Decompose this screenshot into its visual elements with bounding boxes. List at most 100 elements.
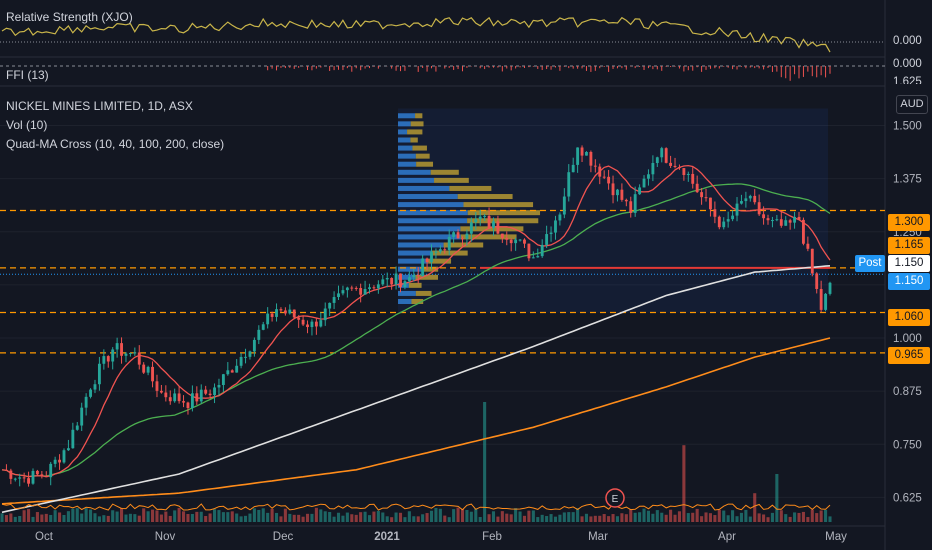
profile-bar-down [407,129,423,135]
candle-body [283,310,287,314]
candle-body [620,189,624,200]
current-price-tag[interactable]: 1.150 [888,273,930,290]
volume-bar [536,517,540,522]
volume-bar [655,510,659,522]
volume-bar [199,511,203,522]
volume-bar [425,513,429,522]
volume-bar [452,509,456,522]
volume-bar [691,512,695,522]
relative-strength-pane [0,16,885,53]
ma-cross-indicator-label[interactable]: Quad-MA Cross (10, 40, 100, 200, close) [6,137,225,151]
rs-indicator-label[interactable]: Relative Strength (XJO) [6,10,133,24]
volume-bar [567,512,571,522]
candle-body [368,287,371,290]
candle-body [509,239,513,244]
level-tag-1060[interactable]: 1.060 [888,309,930,326]
candle-body [523,239,526,244]
volume-bar [779,510,783,522]
candle-body [540,244,544,257]
volume-bar [266,512,270,522]
volume-bar [788,516,792,522]
candle-body [567,172,571,197]
volume-bar [766,517,770,522]
profile-bar-down [463,202,534,208]
volume-bar [708,513,712,522]
volume-bar [558,514,562,522]
volume-bar [279,516,283,522]
level-tag-1300[interactable]: 1.300 [888,214,930,231]
volume-indicator-label[interactable]: Vol (10) [6,118,48,132]
candle-body [301,319,305,325]
post-price-tag[interactable]: 1.150 [888,255,930,272]
volume-bar [367,515,372,522]
candle-body [700,192,704,198]
time-tick-label: Mar [588,531,608,543]
candle-body [323,308,327,321]
level-tag-1165[interactable]: 1.165 [888,237,930,254]
time-axis[interactable]: Oct Nov Dec 2021 Feb Mar Apr May [35,531,847,543]
candle-body [616,189,619,196]
volume-bar [13,516,17,522]
volume-bar [301,516,305,522]
ffi-indicator-label[interactable]: FFI (13) [6,68,49,82]
volume-bar [629,509,633,522]
candle-body [345,287,349,291]
volume-bar [717,509,721,522]
volume-bar [806,517,810,522]
volume-bar [819,510,823,522]
volume-bar [762,514,766,522]
volume-bar [44,513,48,522]
volume-bar [173,510,177,522]
volume-bar [31,516,35,522]
volume-bar [416,516,420,522]
candle-body [505,238,509,240]
currency-button[interactable]: AUD [896,95,928,114]
volume-bar [181,511,186,522]
horizontal-levels[interactable] [0,209,885,354]
candle-body [97,363,101,385]
profile-bar-down [410,121,424,127]
candle-body [53,459,57,464]
profile-bar-down [421,266,439,272]
candle-body [695,183,699,193]
candle-body [806,243,810,249]
candle-body [155,381,159,391]
earnings-marker[interactable]: E [605,488,625,508]
volume-bar [133,514,137,522]
volume-bar [62,514,66,522]
volume-bar [500,511,504,522]
price-tick-label: 1.500 [893,121,922,133]
candle-body [319,320,323,327]
profile-bar-up [398,153,416,159]
volume-bar [336,512,341,522]
candle-body [443,249,447,251]
volume-bar [527,510,531,522]
candle-body [292,309,296,318]
volume-bar [735,516,739,522]
volume-bar [75,508,79,522]
volume-bar [651,513,655,522]
candle-body [49,463,53,478]
volume-bar [22,510,26,522]
time-tick-label: Nov [155,531,176,543]
candle-body [115,343,119,350]
candle-body [102,356,106,364]
candle-body [288,309,292,314]
candle-body [270,313,274,317]
ma40-line [1,183,831,478]
post-label[interactable]: Post [855,255,885,272]
candle-body [66,448,70,451]
candle-body [766,218,770,221]
candle-body [452,232,456,237]
candle-body [341,290,345,294]
level-tag-0965[interactable]: 0.965 [888,347,930,364]
volume-bar [562,512,566,522]
volume-bar [93,513,97,522]
volume-bar [793,512,797,522]
symbol-title[interactable]: NICKEL MINES LIMITED, 1D, ASX [6,99,193,113]
volume-bar [80,513,84,522]
candle-body [824,293,828,310]
volume-bar [646,510,651,522]
profile-bar-up [398,194,458,200]
